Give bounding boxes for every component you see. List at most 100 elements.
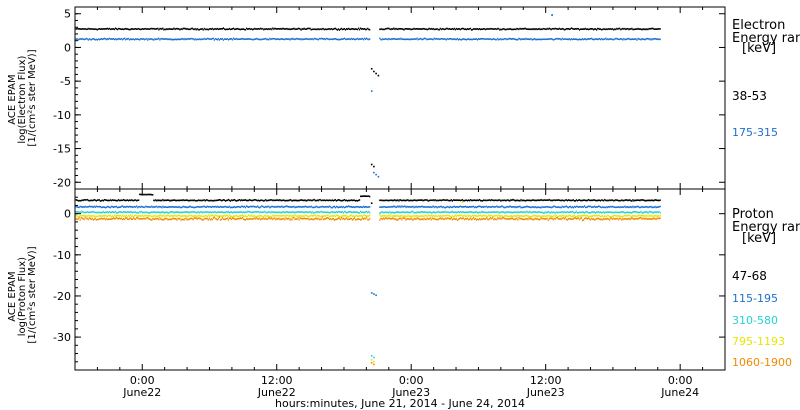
data-point	[503, 199, 505, 202]
data-point	[328, 205, 330, 208]
data-point	[553, 38, 555, 41]
data-point	[626, 28, 628, 30]
data-point	[595, 206, 597, 208]
data-point	[86, 206, 88, 208]
data-point	[466, 38, 469, 40]
data-point	[126, 38, 128, 40]
data-point	[75, 199, 77, 201]
data-point	[574, 200, 576, 202]
data-point	[496, 211, 498, 213]
data-point	[509, 200, 511, 202]
data-point	[195, 199, 197, 202]
data-point	[310, 214, 312, 217]
data-point	[573, 28, 575, 30]
data-point	[398, 218, 400, 220]
data-point	[421, 205, 423, 208]
data-point	[330, 38, 332, 40]
data-point	[621, 211, 623, 213]
data-point	[455, 215, 457, 217]
data-point	[587, 28, 590, 31]
data-point	[637, 27, 639, 30]
data-point	[513, 206, 515, 208]
data-point	[527, 211, 529, 214]
data-point	[425, 199, 427, 201]
data-point	[250, 215, 252, 217]
data-point	[591, 37, 593, 40]
data-point	[311, 28, 313, 31]
data-point	[363, 195, 365, 197]
data-point	[111, 28, 114, 30]
data-point	[417, 28, 419, 30]
data-point	[327, 214, 329, 217]
data-point	[470, 211, 473, 213]
data-point	[225, 217, 227, 220]
data-point	[467, 211, 470, 214]
data-point	[517, 210, 519, 213]
data-point	[535, 206, 537, 209]
outlier-point	[375, 294, 377, 297]
data-point	[334, 206, 336, 209]
data-point	[508, 37, 510, 40]
data-point	[229, 38, 232, 40]
data-point	[511, 211, 513, 213]
data-point	[420, 211, 422, 213]
data-point	[257, 211, 259, 213]
data-point	[293, 38, 295, 40]
data-point	[443, 206, 445, 209]
data-point	[158, 37, 160, 40]
data-point	[539, 218, 541, 221]
data-point	[341, 206, 343, 209]
data-point	[488, 218, 490, 221]
data-point	[536, 38, 538, 41]
data-point	[200, 211, 202, 213]
data-point	[607, 217, 609, 220]
data-point	[407, 38, 409, 40]
data-point	[527, 38, 529, 40]
data-point	[453, 27, 455, 30]
data-point	[179, 206, 181, 209]
data-point	[446, 214, 448, 217]
data-point	[175, 205, 177, 208]
data-point	[275, 28, 277, 30]
data-point	[625, 28, 627, 31]
data-point	[509, 215, 511, 218]
data-point	[301, 211, 303, 213]
data-point	[557, 38, 559, 40]
data-point	[274, 27, 276, 30]
data-point	[638, 206, 640, 208]
data-point	[116, 38, 119, 41]
data-point	[539, 28, 541, 31]
data-point	[590, 212, 592, 214]
data-point	[179, 211, 181, 214]
data-point	[599, 38, 601, 40]
data-point	[330, 215, 332, 217]
data-point	[167, 199, 169, 201]
data-point	[231, 217, 234, 219]
data-point	[461, 206, 464, 208]
data-point	[499, 215, 501, 217]
data-point	[408, 206, 410, 208]
data-point	[586, 38, 589, 40]
data-point	[628, 211, 630, 214]
data-point	[569, 38, 571, 41]
data-point	[416, 28, 418, 30]
data-point	[475, 28, 477, 30]
data-point	[305, 200, 307, 202]
data-point	[561, 199, 563, 201]
data-point	[641, 214, 643, 217]
data-point	[362, 37, 364, 40]
data-point	[559, 211, 561, 214]
data-point	[351, 38, 354, 40]
data-point	[185, 217, 187, 220]
data-point	[479, 211, 481, 214]
data-point	[360, 38, 362, 40]
data-point	[471, 218, 474, 220]
data-point	[385, 206, 387, 208]
data-point	[579, 211, 582, 214]
data-point	[192, 215, 194, 217]
data-point	[170, 28, 172, 30]
data-point	[349, 38, 352, 41]
data-point	[224, 38, 226, 40]
data-point	[133, 216, 135, 218]
data-point	[141, 28, 143, 30]
